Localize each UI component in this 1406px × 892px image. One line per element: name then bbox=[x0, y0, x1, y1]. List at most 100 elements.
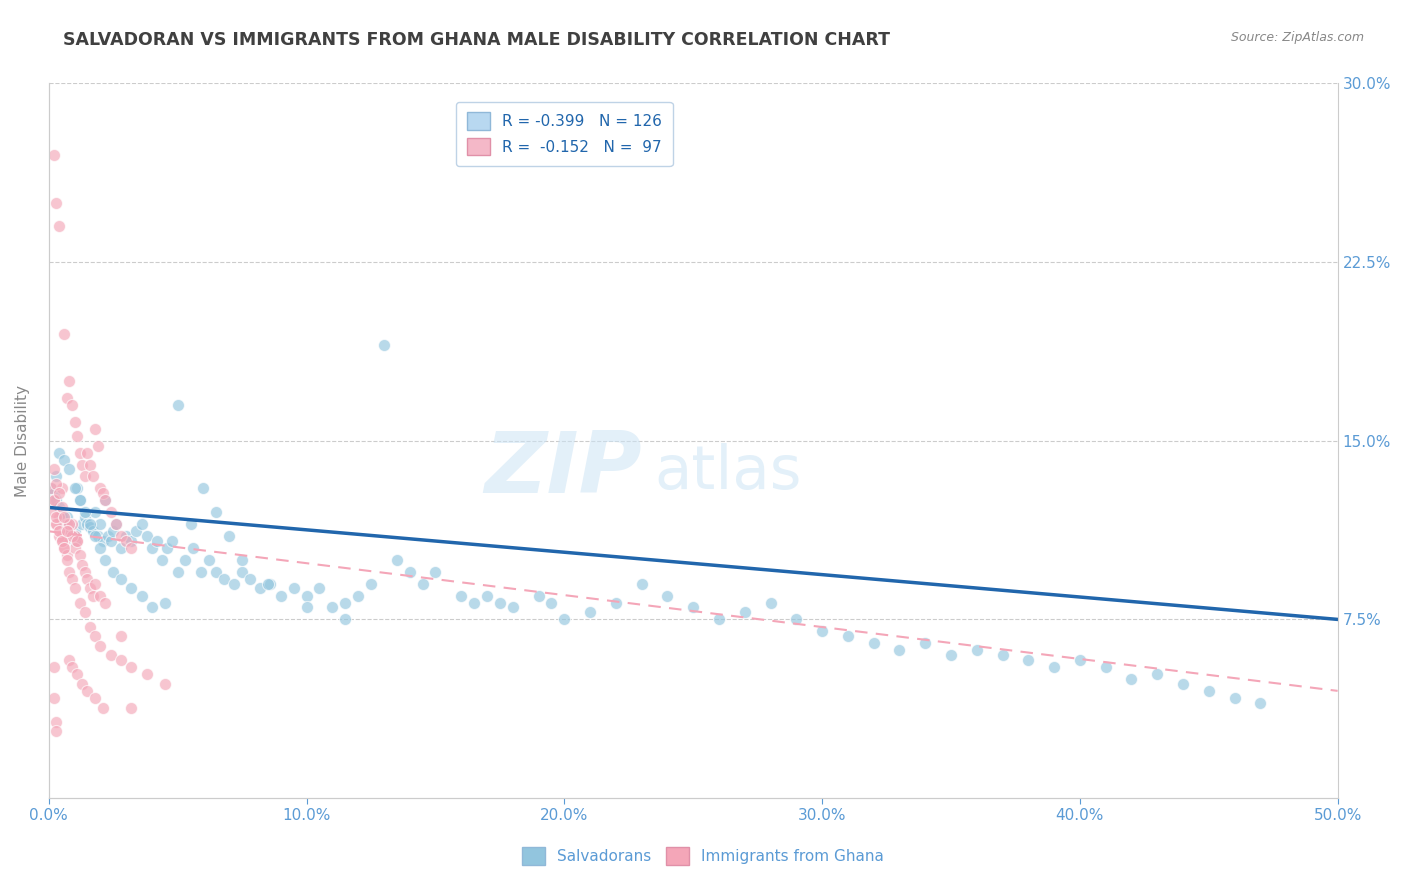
Point bbox=[42, 493, 65, 508]
Point bbox=[45, 714, 67, 729]
Point bbox=[104, 517, 127, 532]
Point bbox=[270, 589, 292, 603]
Point bbox=[120, 700, 142, 714]
Point bbox=[190, 565, 212, 579]
Point bbox=[218, 529, 240, 543]
Point bbox=[110, 541, 132, 555]
Point bbox=[63, 582, 86, 596]
Point bbox=[58, 565, 80, 579]
Point bbox=[889, 643, 911, 657]
Point bbox=[53, 510, 76, 524]
Point bbox=[82, 524, 104, 539]
Point bbox=[45, 724, 67, 739]
Point bbox=[82, 589, 104, 603]
Point bbox=[94, 493, 117, 508]
Point bbox=[89, 639, 111, 653]
Point bbox=[87, 438, 110, 452]
Point bbox=[120, 541, 142, 555]
Point bbox=[51, 505, 73, 519]
Point bbox=[53, 533, 76, 548]
Point bbox=[97, 529, 120, 543]
Point bbox=[150, 553, 173, 567]
Point bbox=[56, 524, 79, 539]
Point bbox=[110, 629, 132, 643]
Point bbox=[1171, 677, 1194, 691]
Point bbox=[360, 576, 382, 591]
Legend: Salvadorans, Immigrants from Ghana: Salvadorans, Immigrants from Ghana bbox=[516, 841, 890, 871]
Point bbox=[89, 482, 111, 496]
Point bbox=[72, 458, 94, 472]
Point bbox=[110, 572, 132, 586]
Point bbox=[48, 529, 70, 543]
Point bbox=[58, 462, 80, 476]
Point bbox=[41, 482, 63, 496]
Point bbox=[82, 469, 104, 483]
Point bbox=[205, 565, 228, 579]
Point bbox=[115, 529, 138, 543]
Point bbox=[966, 643, 988, 657]
Point bbox=[103, 524, 125, 539]
Point bbox=[84, 422, 107, 436]
Point bbox=[45, 517, 67, 532]
Point bbox=[45, 510, 67, 524]
Point bbox=[69, 548, 91, 562]
Point bbox=[103, 565, 125, 579]
Point bbox=[79, 517, 101, 532]
Point bbox=[66, 667, 89, 681]
Text: atlas: atlas bbox=[655, 443, 801, 502]
Point bbox=[212, 572, 235, 586]
Point bbox=[60, 529, 83, 543]
Point bbox=[66, 533, 89, 548]
Point bbox=[224, 576, 246, 591]
Point bbox=[42, 505, 65, 519]
Point bbox=[45, 517, 67, 532]
Point bbox=[153, 596, 176, 610]
Point bbox=[166, 565, 188, 579]
Point bbox=[58, 374, 80, 388]
Point bbox=[181, 541, 204, 555]
Point bbox=[1249, 696, 1271, 710]
Point bbox=[135, 529, 157, 543]
Point bbox=[385, 553, 408, 567]
Point bbox=[475, 589, 498, 603]
Point bbox=[412, 576, 434, 591]
Point bbox=[76, 572, 98, 586]
Point bbox=[1198, 684, 1220, 698]
Point bbox=[51, 533, 73, 548]
Point bbox=[682, 600, 704, 615]
Point bbox=[41, 482, 63, 496]
Point bbox=[42, 148, 65, 162]
Point bbox=[91, 700, 114, 714]
Point bbox=[72, 558, 94, 572]
Point bbox=[527, 589, 550, 603]
Point bbox=[425, 565, 447, 579]
Point bbox=[56, 548, 79, 562]
Point bbox=[398, 565, 420, 579]
Point bbox=[73, 605, 96, 619]
Point bbox=[785, 612, 807, 626]
Point bbox=[42, 660, 65, 674]
Point bbox=[110, 529, 132, 543]
Point bbox=[42, 486, 65, 500]
Point bbox=[79, 458, 101, 472]
Point bbox=[657, 589, 679, 603]
Point bbox=[837, 629, 859, 643]
Point bbox=[63, 524, 86, 539]
Point bbox=[60, 398, 83, 412]
Point bbox=[553, 612, 575, 626]
Point bbox=[60, 572, 83, 586]
Point bbox=[69, 445, 91, 459]
Point bbox=[166, 398, 188, 412]
Point bbox=[42, 493, 65, 508]
Point bbox=[87, 529, 110, 543]
Point bbox=[53, 541, 76, 555]
Point bbox=[79, 582, 101, 596]
Point bbox=[239, 572, 262, 586]
Point bbox=[283, 582, 305, 596]
Point bbox=[53, 541, 76, 555]
Point bbox=[73, 510, 96, 524]
Point bbox=[373, 338, 395, 352]
Point bbox=[110, 653, 132, 667]
Point bbox=[66, 429, 89, 443]
Point bbox=[259, 576, 281, 591]
